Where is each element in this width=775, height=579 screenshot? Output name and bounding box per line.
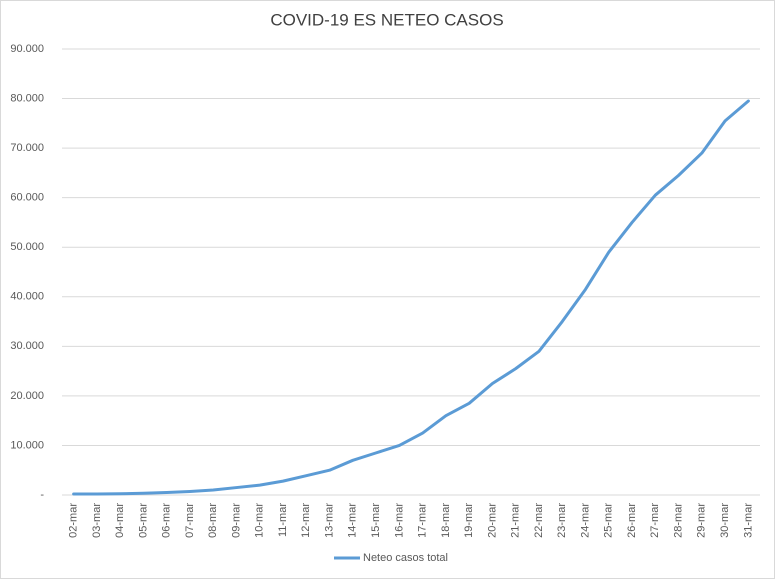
x-tick-label: 27-mar	[649, 503, 661, 538]
x-tick-label: 29-mar	[696, 503, 708, 538]
x-tick-label: 22-mar	[533, 503, 545, 538]
x-tick-label: 18-mar	[440, 503, 452, 538]
y-tick-label: 40.000	[10, 291, 44, 303]
x-tick-label: 16-mar	[393, 503, 405, 538]
x-tick-label: 20-mar	[486, 503, 498, 538]
data-line	[72, 99, 750, 496]
x-tick-label: 04-mar	[114, 503, 126, 538]
x-tick-label: 02-mar	[68, 503, 80, 538]
x-tick-label: 12-mar	[300, 503, 312, 538]
chart-title: COVID-19 ES NETEO CASOS	[270, 10, 503, 29]
x-tick-label: 24-mar	[579, 503, 591, 538]
x-tick-label: 03-mar	[91, 503, 103, 538]
x-tick-label: 14-mar	[347, 503, 359, 538]
x-tick-label: 28-mar	[672, 503, 684, 538]
x-tick-label: 25-mar	[603, 503, 615, 538]
legend-label: Neteo casos total	[363, 552, 448, 564]
x-tick-label: 31-mar	[742, 503, 754, 538]
x-tick-label: 08-mar	[207, 503, 219, 538]
y-tick-label: 60.000	[10, 192, 44, 204]
y-tick-label: 20.000	[10, 390, 44, 402]
y-tick-label: 30.000	[10, 340, 44, 352]
x-tick-label: 21-mar	[510, 503, 522, 538]
x-tick-label: 10-mar	[254, 503, 266, 538]
x-tick-label: 30-mar	[719, 503, 731, 538]
y-tick-label: 10.000	[10, 439, 44, 451]
y-tick-label: 70.000	[10, 142, 44, 154]
x-tick-label: 11-mar	[277, 503, 289, 537]
x-tick-label: 13-mar	[323, 503, 335, 538]
y-tick-label: 50.000	[10, 241, 44, 253]
x-tick-label: 23-mar	[556, 503, 568, 538]
y-tick-label: 90.000	[10, 43, 44, 55]
x-tick-label: 05-mar	[137, 503, 149, 538]
y-tick-label: -	[40, 489, 44, 501]
x-tick-label: 26-mar	[626, 503, 638, 538]
x-tick-label: 09-mar	[230, 503, 242, 538]
x-tick-label: 15-mar	[370, 503, 382, 538]
x-tick-label: 19-mar	[463, 503, 475, 538]
x-tick-label: 06-mar	[161, 503, 173, 538]
x-tick-label: 07-mar	[184, 503, 196, 538]
x-tick-label: 17-mar	[417, 503, 429, 538]
y-tick-label: 80.000	[10, 92, 44, 104]
